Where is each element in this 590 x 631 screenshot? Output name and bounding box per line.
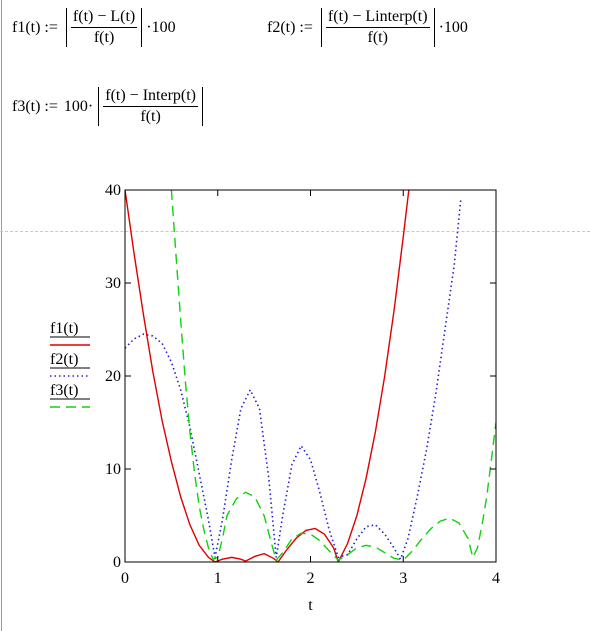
equation-f2-numerator: f(t) − Linterp(t) <box>325 8 430 28</box>
series-line-f3 <box>170 190 496 562</box>
legend-label-f3: f3(t) <box>50 382 78 399</box>
equation-f1[interactable]: f1(t) := f(t) − L(t) f(t) ·100 <box>12 8 176 47</box>
equation-f3-numerator: f(t) − Interp(t) <box>103 87 198 107</box>
x-tick-label: 2 <box>307 570 315 587</box>
worksheet-left-border <box>1 0 2 631</box>
y-tick-label: 20 <box>105 368 121 385</box>
equation-f3-fraction: f(t) − Interp(t) f(t) <box>103 87 198 126</box>
x-tick-label: 0 <box>121 570 129 587</box>
equation-f2-fraction: f(t) − Linterp(t) f(t) <box>325 8 430 47</box>
equation-f3-prefix: 100· <box>63 97 94 115</box>
x-tick-label: 1 <box>214 570 222 587</box>
equation-f2-lhs: f2(t) := <box>267 18 313 36</box>
x-tick-label: 4 <box>492 570 500 587</box>
equation-f3-lhs: f3(t) := <box>12 97 58 115</box>
equation-f3[interactable]: f3(t) := 100· f(t) − Interp(t) f(t) <box>12 87 205 126</box>
legend-label-f2: f2(t) <box>50 351 78 368</box>
equation-f1-suffix: ·100 <box>146 18 176 36</box>
equation-f2-denominator: f(t) <box>367 29 388 46</box>
equation-f1-denominator: f(t) <box>93 29 115 46</box>
y-tick-label: 30 <box>105 275 121 292</box>
equation-f1-fraction: f(t) − L(t) f(t) <box>70 8 138 47</box>
x-axis-label: t <box>308 597 313 614</box>
legend: f1(t) f2(t) f3(t) <box>50 320 90 408</box>
x-tick-label: 3 <box>399 570 407 587</box>
equation-f2[interactable]: f2(t) := f(t) − Linterp(t) f(t) ·100 <box>267 8 468 47</box>
series-layer <box>125 190 496 562</box>
series-line-f2 <box>125 199 462 562</box>
y-tick-label: 10 <box>105 461 121 478</box>
equation-f1-lhs: f1(t) := <box>12 18 58 36</box>
y-tick-label: 40 <box>105 182 121 199</box>
page-break-line <box>0 231 590 232</box>
equation-f2-abs: f(t) − Linterp(t) f(t) <box>320 8 435 47</box>
equation-f2-suffix: ·100 <box>438 18 468 36</box>
plot-frame <box>124 189 497 563</box>
equation-f3-abs: f(t) − Interp(t) f(t) <box>98 87 203 126</box>
equation-f1-numerator: f(t) − L(t) <box>70 8 138 28</box>
equation-f1-abs: f(t) − L(t) f(t) <box>65 8 143 47</box>
series-line-f1 <box>125 190 410 562</box>
equation-f3-denominator: f(t) <box>140 108 161 125</box>
legend-label-f1: f1(t) <box>50 320 78 337</box>
y-tick-label: 0 <box>113 554 121 571</box>
